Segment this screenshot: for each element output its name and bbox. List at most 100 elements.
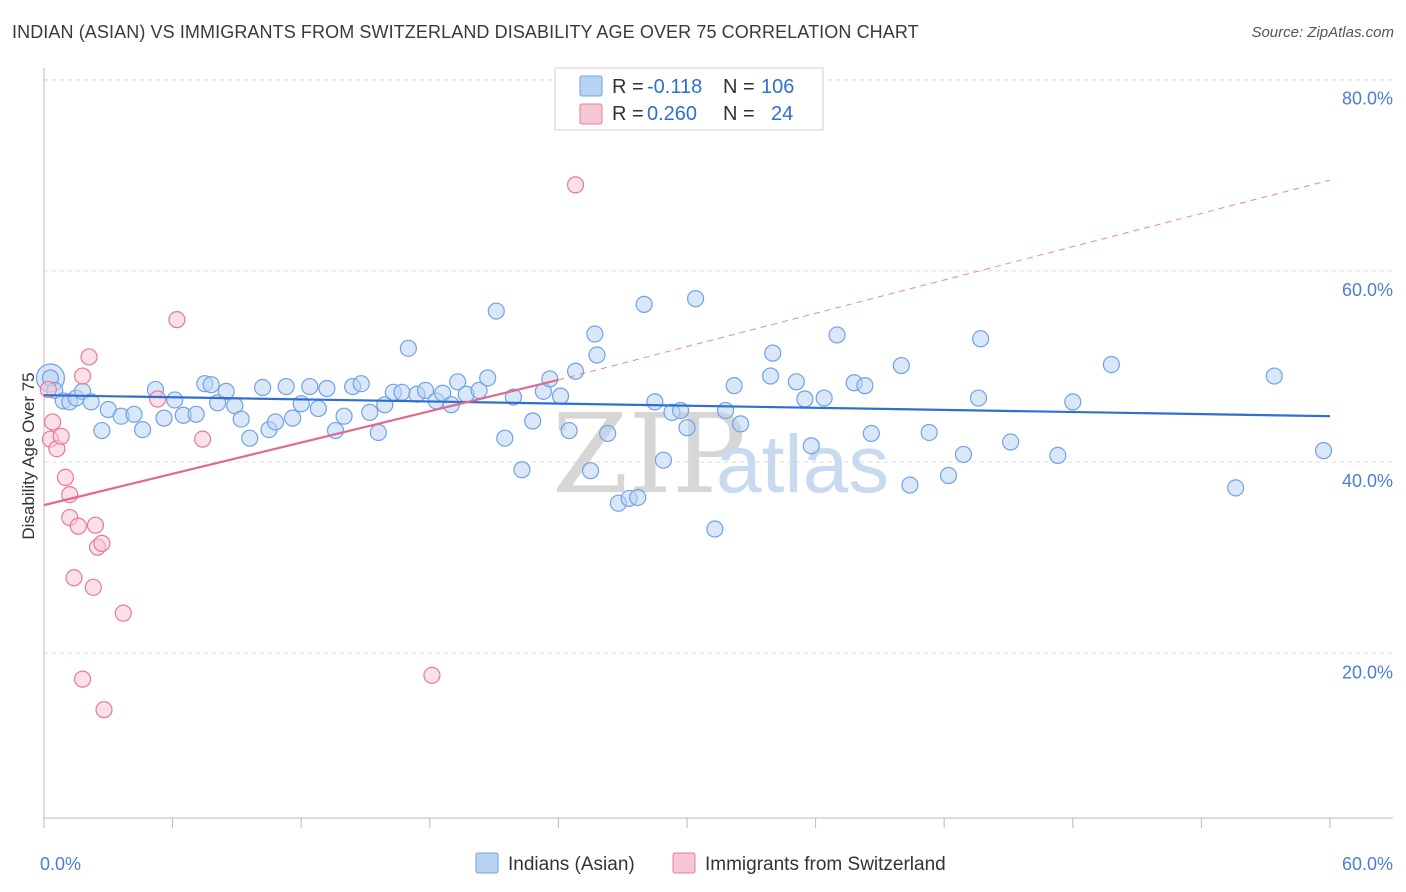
point-indians-48: [449, 373, 467, 391]
point-indians-92: [920, 423, 938, 442]
point-indians-55: [513, 461, 531, 479]
correlation-legend: R = -0.118 N = 106 R = 0.260 N = 24: [554, 67, 824, 131]
y-tick-label-0: 20.0%: [1342, 662, 1393, 682]
legend-n-value-2: 24: [771, 103, 793, 125]
point-indians-102: [1265, 367, 1283, 385]
point-indians-71: [654, 451, 673, 469]
point-switzerland-19: [148, 390, 167, 408]
series-indians-asian: [35, 290, 1333, 538]
point-indians-62: [581, 462, 600, 480]
point-indians-59: [551, 387, 570, 405]
legend-r-label-1: R =: [612, 76, 644, 98]
y-tick-label-1: 40.0%: [1342, 471, 1393, 491]
point-indians-70: [646, 393, 664, 411]
y-tick-label-3: 80.0%: [1342, 89, 1393, 109]
trend-line-indians: [43, 394, 1331, 418]
point-indians-51: [479, 369, 497, 387]
point-indians-44: [416, 381, 435, 399]
point-indians-14: [166, 391, 184, 409]
point-indians-68: [629, 488, 647, 507]
point-indians-100: [1102, 355, 1120, 374]
legend-r-value-2: 0.260: [647, 103, 697, 125]
watermark-zip: ZIP: [552, 390, 746, 518]
series-immigrants-switzerland: [39, 176, 585, 719]
point-indians-24: [254, 378, 272, 397]
point-indians-77: [716, 401, 735, 420]
point-indians-42: [399, 339, 417, 357]
point-indians-41: [393, 383, 411, 401]
point-indians-52: [487, 302, 505, 320]
point-switzerland-21: [194, 430, 212, 448]
point-switzerland-12: [80, 348, 98, 366]
point-indians-6: [82, 393, 100, 411]
chart-title: INDIAN (ASIAN) VS IMMIGRANTS FROM SWITZE…: [12, 22, 919, 42]
trend-line-switzerland: [43, 378, 559, 507]
legend-r-label-2: R =: [612, 103, 644, 125]
point-indians-82: [787, 373, 805, 391]
point-indians-74: [678, 419, 696, 437]
point-indians-103: [1314, 442, 1333, 460]
point-indians-94: [954, 445, 973, 464]
point-indians-76: [706, 520, 724, 538]
watermark: ZIP atlas: [552, 390, 889, 518]
point-indians-83: [796, 390, 814, 408]
point-indians-90: [892, 356, 910, 375]
point-indians-10: [125, 405, 143, 423]
point-indians-54: [504, 388, 522, 406]
point-indians-96: [972, 330, 990, 348]
point-indians-78: [725, 377, 743, 395]
point-indians-22: [232, 410, 250, 428]
point-indians-29: [292, 395, 310, 413]
watermark-atlas: atlas: [716, 419, 889, 510]
legend-n-label-2: N =: [723, 103, 755, 125]
point-switzerland-2: [43, 413, 62, 431]
point-switzerland-23: [566, 176, 585, 194]
point-indians-81: [764, 344, 782, 362]
point-indians-56: [524, 412, 542, 430]
bottom-legend-label-1: Indians (Asian): [508, 854, 635, 875]
legend-n-value-1: 106: [761, 76, 794, 98]
point-indians-53: [496, 429, 514, 447]
point-indians-37: [361, 403, 379, 421]
point-switzerland-11: [73, 367, 92, 385]
trend-line-switzerland-extension: [558, 179, 1331, 381]
point-indians-69: [635, 295, 653, 313]
point-indians-91: [901, 476, 919, 494]
point-indians-26: [266, 413, 285, 431]
point-switzerland-16: [93, 534, 111, 552]
point-indians-63: [586, 325, 604, 343]
x-tick-labels: 0.0% 60.0%: [40, 854, 1393, 874]
point-indians-101: [1227, 479, 1245, 497]
point-indians-86: [828, 326, 846, 344]
legend-n-label-1: N =: [723, 76, 755, 98]
point-indians-20: [217, 382, 235, 400]
point-indians-79: [731, 415, 750, 433]
bottom-legend-swatch-blue: [475, 852, 499, 874]
point-indians-11: [133, 420, 152, 439]
y-axis-label: Disability Age Over 75: [19, 372, 38, 539]
point-switzerland-8: [65, 569, 83, 587]
point-indians-89: [862, 424, 880, 443]
grid-lines: [44, 79, 1393, 654]
point-indians-80: [761, 367, 780, 385]
point-indians-7: [93, 421, 111, 440]
point-indians-85: [815, 389, 833, 407]
point-indians-34: [335, 407, 353, 425]
point-indians-99: [1064, 393, 1082, 411]
point-indians-58: [541, 370, 559, 388]
x-tick-label-0: 0.0%: [40, 854, 81, 874]
point-indians-61: [566, 362, 585, 380]
point-switzerland-13: [84, 578, 102, 596]
point-indians-23: [241, 429, 259, 447]
point-switzerland-18: [114, 604, 132, 622]
point-indians-60: [560, 421, 578, 440]
point-switzerland-4: [52, 427, 70, 445]
point-indians-28: [284, 409, 302, 427]
point-indians-38: [369, 423, 387, 442]
point-indians-88: [856, 377, 874, 395]
point-indians-31: [309, 399, 327, 418]
point-indians-36: [352, 375, 370, 393]
point-indians-84: [802, 437, 820, 455]
y-tick-label-2: 60.0%: [1342, 280, 1393, 300]
